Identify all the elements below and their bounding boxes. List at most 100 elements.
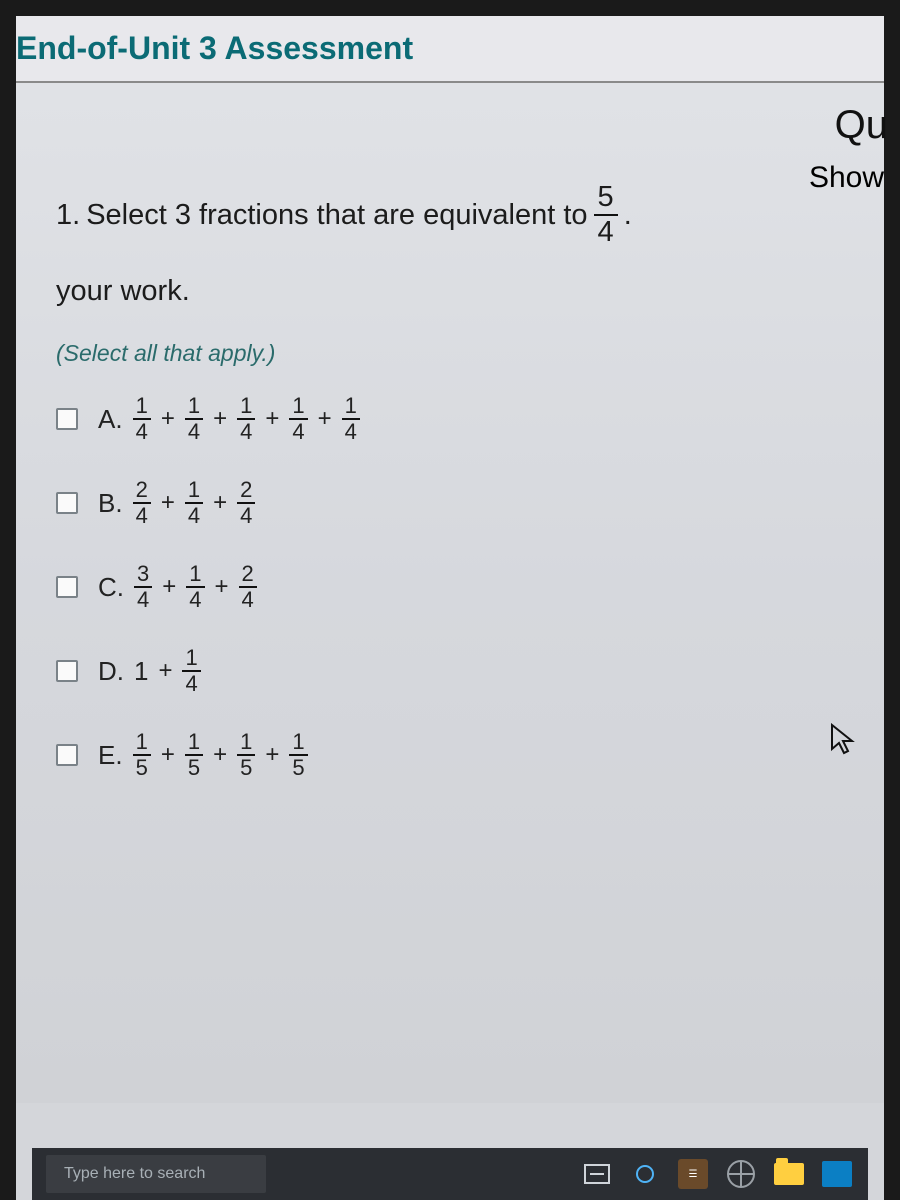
plus-sign: + [213,741,227,769]
fraction-term: 15 [185,731,203,779]
option-row: D. 1+14 [56,647,864,695]
options-list: A.14+14+14+14+14B.24+14+24C.34+14+24D.1+… [56,395,864,779]
option-checkbox[interactable] [56,744,78,766]
globe-icon[interactable] [724,1157,758,1191]
taskbar-search[interactable]: Type here to search [46,1155,266,1193]
numerator: 1 [342,395,360,420]
denominator: 4 [185,420,203,443]
question-period: . [624,199,632,232]
cortana-icon[interactable] [628,1157,662,1191]
fraction-term: 14 [289,395,307,443]
header-right-label: Qu [835,103,888,148]
cursor-icon [830,723,856,763]
plus-sign: + [161,405,175,433]
plus-sign: + [215,573,229,601]
fraction-term: 14 [342,395,360,443]
numerator: 1 [185,479,203,504]
denominator: 4 [237,504,255,527]
fraction-term: 15 [289,731,307,779]
numerator: 1 [237,731,255,756]
fraction-term: 14 [186,563,204,611]
denominator: 4 [186,588,204,611]
fraction-term: 14 [182,647,200,695]
folder-icon[interactable] [772,1157,806,1191]
denominator: 4 [134,588,152,611]
taskbar: Type here to search ☰ [32,1148,868,1200]
target-fraction: 5 4 [594,183,618,247]
numerator: 1 [185,731,203,756]
plus-sign: + [265,405,279,433]
screen-frame: End-of-Unit 3 Assessment Qu 1. Select 3 … [0,0,900,1200]
option-expression: 34+14+24 [134,563,257,611]
fraction-term: 24 [133,479,151,527]
option-label: B. [98,488,123,519]
denominator: 5 [133,756,151,779]
numerator: 1 [186,563,204,588]
target-num: 5 [594,183,618,216]
option-row: C.34+14+24 [56,563,864,611]
numerator: 1 [289,731,307,756]
question-number: 1. [56,199,80,232]
fraction-term: 24 [239,563,257,611]
option-label: C. [98,572,124,603]
fraction-term: 15 [133,731,151,779]
numerator: 1 [182,647,200,672]
numerator: 1 [289,395,307,420]
numerator: 1 [185,395,203,420]
fraction-term: 14 [185,395,203,443]
fraction-term: 14 [133,395,151,443]
taskview-icon[interactable] [580,1157,614,1191]
numerator: 1 [133,731,151,756]
denominator: 4 [133,504,151,527]
question-text-before: Select 3 fractions that are equivalent t… [86,199,587,232]
option-label: E. [98,740,123,771]
question-text-after: Show [809,161,884,195]
numerator: 3 [134,563,152,588]
plus-sign: + [318,405,332,433]
fraction-term: 14 [237,395,255,443]
page-title: End-of-Unit 3 Assessment [16,16,884,83]
option-row: B.24+14+24 [56,479,864,527]
fraction-term: 14 [185,479,203,527]
app-tile-icon[interactable]: ☰ [676,1157,710,1191]
option-label: D. [98,656,124,687]
store-icon[interactable] [820,1157,854,1191]
option-expression: 15+15+15+15 [133,731,308,779]
plus-sign: + [213,405,227,433]
plus-sign: + [162,573,176,601]
numerator: 2 [239,563,257,588]
target-den: 4 [594,216,618,247]
option-row: E.15+15+15+15 [56,731,864,779]
option-expression: 14+14+14+14+14 [133,395,360,443]
denominator: 4 [342,420,360,443]
plus-sign: + [213,489,227,517]
numerator: 2 [237,479,255,504]
denominator: 5 [237,756,255,779]
option-checkbox[interactable] [56,408,78,430]
denominator: 4 [182,672,200,695]
option-label: A. [98,404,123,435]
denominator: 4 [237,420,255,443]
option-checkbox[interactable] [56,576,78,598]
question-line-1: 1. Select 3 fractions that are equivalen… [56,183,864,247]
option-checkbox[interactable] [56,660,78,682]
taskbar-icons: ☰ [580,1157,854,1191]
option-checkbox[interactable] [56,492,78,514]
numerator: 1 [133,395,151,420]
option-expression: 1+14 [134,647,201,695]
denominator: 5 [289,756,307,779]
plus-sign: + [161,741,175,769]
denominator: 4 [185,504,203,527]
fraction-term: 34 [134,563,152,611]
denominator: 5 [185,756,203,779]
denominator: 4 [289,420,307,443]
fraction-term: 15 [237,731,255,779]
option-row: A.14+14+14+14+14 [56,395,864,443]
plus-sign: + [161,489,175,517]
content-area: Qu 1. Select 3 fractions that are equiva… [16,83,884,1103]
denominator: 4 [239,588,257,611]
fraction-term: 24 [237,479,255,527]
numerator: 2 [133,479,151,504]
question-hint: (Select all that apply.) [56,340,864,367]
numerator: 1 [237,395,255,420]
